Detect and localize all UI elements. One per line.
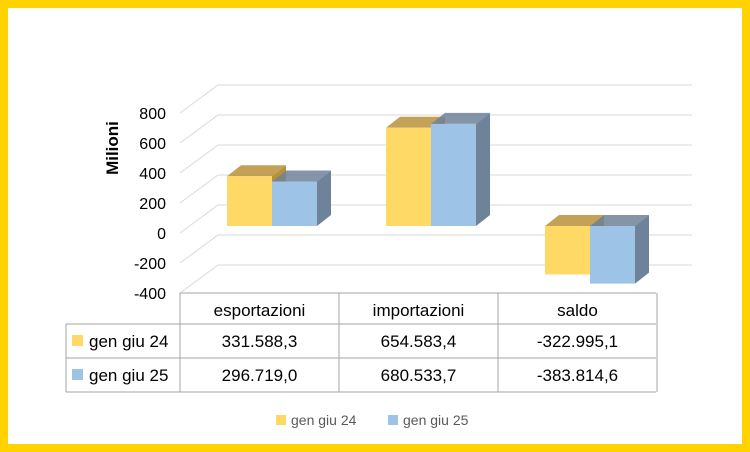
y-axis: 800 600 400 200 0 -200 -400 [134, 106, 166, 303]
data-table: esportazioni importazioni saldo gen giu 24 3… [65, 292, 658, 393]
y-tick-label: -200 [134, 256, 166, 273]
legend-label: gen giu 24 [291, 412, 357, 428]
legend-item: gen giu 25 [388, 412, 469, 428]
y-tick-label: 400 [139, 166, 166, 183]
table-legend-key [72, 369, 83, 380]
y-tick-label: 0 [157, 226, 166, 243]
legend-label: gen giu 25 [403, 412, 469, 428]
bar-gen-giu-24-esportazioni [227, 165, 286, 226]
table-cell: -383.814,6 [537, 366, 618, 385]
category-label: saldo [557, 301, 598, 320]
y-tick-label: 800 [139, 106, 166, 123]
table-series-name: gen giu 25 [89, 366, 168, 385]
bar-gen-giu-25-saldo [590, 215, 649, 284]
table-series-name: gen giu 24 [89, 332, 168, 351]
y-tick-label: 600 [139, 136, 166, 153]
y-tick-label: -400 [134, 286, 166, 303]
bar-gen-giu-25-importazioni [431, 112, 490, 226]
y-tick-label: 200 [139, 196, 166, 213]
table-cell: -322.995,1 [537, 332, 618, 351]
table-cell: 680.533,7 [381, 366, 457, 385]
legend: gen giu 24 gen giu 25 [276, 412, 469, 428]
legend-key [388, 415, 398, 425]
category-label: importazioni [373, 301, 465, 320]
table-cell: 654.583,4 [381, 332, 457, 351]
category-label: esportazioni [214, 301, 306, 320]
table-legend-key [72, 335, 83, 346]
table-cell: 331.588,3 [222, 332, 298, 351]
bar-gen-giu-25-esportazioni [272, 170, 331, 226]
legend-item: gen giu 24 [276, 412, 357, 428]
legend-key [276, 415, 286, 425]
bars [227, 112, 649, 284]
y-axis-label: Milioni [103, 121, 122, 175]
gridline [179, 84, 692, 114]
table-cell: 296.719,0 [222, 366, 298, 385]
